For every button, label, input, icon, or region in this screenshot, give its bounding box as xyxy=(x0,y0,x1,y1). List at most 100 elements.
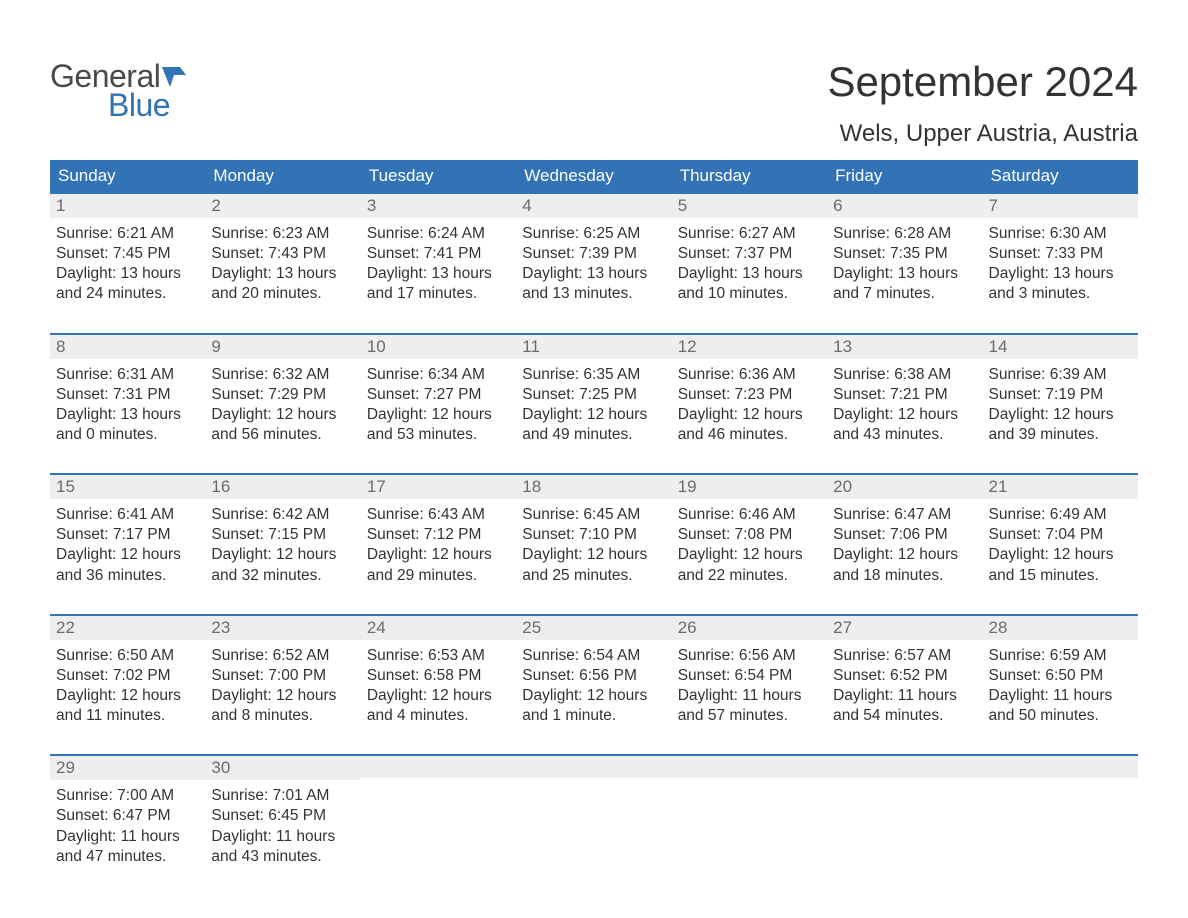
day-daylight1: Daylight: 13 hours xyxy=(833,264,976,284)
week-row: 29Sunrise: 7:00 AMSunset: 6:47 PMDayligh… xyxy=(50,755,1138,895)
day-daylight1: Daylight: 12 hours xyxy=(522,545,665,565)
day-cell: 25Sunrise: 6:54 AMSunset: 6:56 PMDayligh… xyxy=(516,615,671,756)
day-daylight1: Daylight: 12 hours xyxy=(56,545,199,565)
day-daylight1: Daylight: 12 hours xyxy=(522,405,665,425)
day-number: 24 xyxy=(361,616,516,640)
day-sunset: Sunset: 7:10 PM xyxy=(522,525,665,545)
day-cell: 6Sunrise: 6:28 AMSunset: 7:35 PMDaylight… xyxy=(827,193,982,334)
day-info: Sunrise: 6:21 AMSunset: 7:45 PMDaylight:… xyxy=(50,218,205,333)
day-number: 29 xyxy=(50,756,205,780)
day-sunrise: Sunrise: 6:36 AM xyxy=(678,365,821,385)
week-row: 8Sunrise: 6:31 AMSunset: 7:31 PMDaylight… xyxy=(50,334,1138,475)
day-sunrise: Sunrise: 6:43 AM xyxy=(367,505,510,525)
day-daylight2: and 7 minutes. xyxy=(833,284,976,304)
day-sunset: Sunset: 7:19 PM xyxy=(989,385,1132,405)
day-daylight1: Daylight: 12 hours xyxy=(211,545,354,565)
day-daylight2: and 57 minutes. xyxy=(678,706,821,726)
day-sunrise: Sunrise: 6:46 AM xyxy=(678,505,821,525)
day-daylight1: Daylight: 12 hours xyxy=(989,545,1132,565)
day-sunset: Sunset: 7:45 PM xyxy=(56,244,199,264)
week-row: 15Sunrise: 6:41 AMSunset: 7:17 PMDayligh… xyxy=(50,474,1138,615)
day-daylight1: Daylight: 12 hours xyxy=(367,545,510,565)
day-info: Sunrise: 6:43 AMSunset: 7:12 PMDaylight:… xyxy=(361,499,516,614)
day-daylight2: and 3 minutes. xyxy=(989,284,1132,304)
day-cell: 22Sunrise: 6:50 AMSunset: 7:02 PMDayligh… xyxy=(50,615,205,756)
day-cell: 12Sunrise: 6:36 AMSunset: 7:23 PMDayligh… xyxy=(672,334,827,475)
day-number: 5 xyxy=(672,194,827,218)
day-sunrise: Sunrise: 6:57 AM xyxy=(833,646,976,666)
day-info: Sunrise: 6:57 AMSunset: 6:52 PMDaylight:… xyxy=(827,640,982,755)
day-header: Friday xyxy=(827,160,982,193)
day-daylight1: Daylight: 12 hours xyxy=(211,686,354,706)
day-daylight2: and 56 minutes. xyxy=(211,425,354,445)
day-info: Sunrise: 6:54 AMSunset: 6:56 PMDaylight:… xyxy=(516,640,671,755)
day-cell: 18Sunrise: 6:45 AMSunset: 7:10 PMDayligh… xyxy=(516,474,671,615)
day-daylight2: and 49 minutes. xyxy=(522,425,665,445)
day-info: Sunrise: 6:31 AMSunset: 7:31 PMDaylight:… xyxy=(50,359,205,474)
day-sunset: Sunset: 6:58 PM xyxy=(367,666,510,686)
day-sunrise: Sunrise: 6:35 AM xyxy=(522,365,665,385)
day-daylight1: Daylight: 11 hours xyxy=(56,827,199,847)
day-daylight1: Daylight: 12 hours xyxy=(211,405,354,425)
day-sunrise: Sunrise: 7:00 AM xyxy=(56,786,199,806)
day-info: Sunrise: 6:35 AMSunset: 7:25 PMDaylight:… xyxy=(516,359,671,474)
day-sunset: Sunset: 7:39 PM xyxy=(522,244,665,264)
day-sunset: Sunset: 7:02 PM xyxy=(56,666,199,686)
day-number: 23 xyxy=(205,616,360,640)
day-daylight2: and 11 minutes. xyxy=(56,706,199,726)
day-header: Saturday xyxy=(983,160,1138,193)
day-cell: 9Sunrise: 6:32 AMSunset: 7:29 PMDaylight… xyxy=(205,334,360,475)
day-sunset: Sunset: 7:43 PM xyxy=(211,244,354,264)
day-daylight2: and 20 minutes. xyxy=(211,284,354,304)
day-sunrise: Sunrise: 6:27 AM xyxy=(678,224,821,244)
day-info: Sunrise: 6:56 AMSunset: 6:54 PMDaylight:… xyxy=(672,640,827,755)
day-daylight2: and 47 minutes. xyxy=(56,847,199,867)
day-cell: 21Sunrise: 6:49 AMSunset: 7:04 PMDayligh… xyxy=(983,474,1138,615)
day-cell: 29Sunrise: 7:00 AMSunset: 6:47 PMDayligh… xyxy=(50,755,205,895)
title-block: September 2024 Wels, Upper Austria, Aust… xyxy=(827,58,1138,148)
day-number: 11 xyxy=(516,335,671,359)
daynum-bar-empty xyxy=(361,756,516,778)
day-number: 10 xyxy=(361,335,516,359)
day-number: 22 xyxy=(50,616,205,640)
day-sunrise: Sunrise: 6:28 AM xyxy=(833,224,976,244)
day-sunset: Sunset: 7:08 PM xyxy=(678,525,821,545)
day-daylight1: Daylight: 12 hours xyxy=(56,686,199,706)
day-sunrise: Sunrise: 7:01 AM xyxy=(211,786,354,806)
day-daylight1: Daylight: 12 hours xyxy=(522,686,665,706)
day-cell: 23Sunrise: 6:52 AMSunset: 7:00 PMDayligh… xyxy=(205,615,360,756)
day-info: Sunrise: 6:36 AMSunset: 7:23 PMDaylight:… xyxy=(672,359,827,474)
day-cell: 10Sunrise: 6:34 AMSunset: 7:27 PMDayligh… xyxy=(361,334,516,475)
day-cell: 5Sunrise: 6:27 AMSunset: 7:37 PMDaylight… xyxy=(672,193,827,334)
day-info: Sunrise: 6:38 AMSunset: 7:21 PMDaylight:… xyxy=(827,359,982,474)
day-info: Sunrise: 6:27 AMSunset: 7:37 PMDaylight:… xyxy=(672,218,827,333)
day-cell: 8Sunrise: 6:31 AMSunset: 7:31 PMDaylight… xyxy=(50,334,205,475)
day-cell: 3Sunrise: 6:24 AMSunset: 7:41 PMDaylight… xyxy=(361,193,516,334)
day-daylight2: and 24 minutes. xyxy=(56,284,199,304)
day-daylight1: Daylight: 11 hours xyxy=(989,686,1132,706)
day-sunrise: Sunrise: 6:23 AM xyxy=(211,224,354,244)
day-info: Sunrise: 6:28 AMSunset: 7:35 PMDaylight:… xyxy=(827,218,982,333)
day-info: Sunrise: 6:32 AMSunset: 7:29 PMDaylight:… xyxy=(205,359,360,474)
day-daylight1: Daylight: 12 hours xyxy=(678,545,821,565)
day-info: Sunrise: 6:45 AMSunset: 7:10 PMDaylight:… xyxy=(516,499,671,614)
day-number: 25 xyxy=(516,616,671,640)
day-cell: 2Sunrise: 6:23 AMSunset: 7:43 PMDaylight… xyxy=(205,193,360,334)
day-sunset: Sunset: 7:23 PM xyxy=(678,385,821,405)
day-sunrise: Sunrise: 6:34 AM xyxy=(367,365,510,385)
day-cell: 14Sunrise: 6:39 AMSunset: 7:19 PMDayligh… xyxy=(983,334,1138,475)
day-daylight2: and 36 minutes. xyxy=(56,566,199,586)
day-cell: 30Sunrise: 7:01 AMSunset: 6:45 PMDayligh… xyxy=(205,755,360,895)
day-info: Sunrise: 6:50 AMSunset: 7:02 PMDaylight:… xyxy=(50,640,205,755)
day-info: Sunrise: 6:39 AMSunset: 7:19 PMDaylight:… xyxy=(983,359,1138,474)
day-sunset: Sunset: 7:21 PM xyxy=(833,385,976,405)
day-number: 13 xyxy=(827,335,982,359)
day-daylight1: Daylight: 13 hours xyxy=(522,264,665,284)
day-sunrise: Sunrise: 6:54 AM xyxy=(522,646,665,666)
day-sunrise: Sunrise: 6:45 AM xyxy=(522,505,665,525)
day-daylight2: and 18 minutes. xyxy=(833,566,976,586)
day-daylight1: Daylight: 11 hours xyxy=(833,686,976,706)
day-cell xyxy=(983,755,1138,895)
day-daylight1: Daylight: 13 hours xyxy=(989,264,1132,284)
daynum-bar-empty xyxy=(672,756,827,778)
